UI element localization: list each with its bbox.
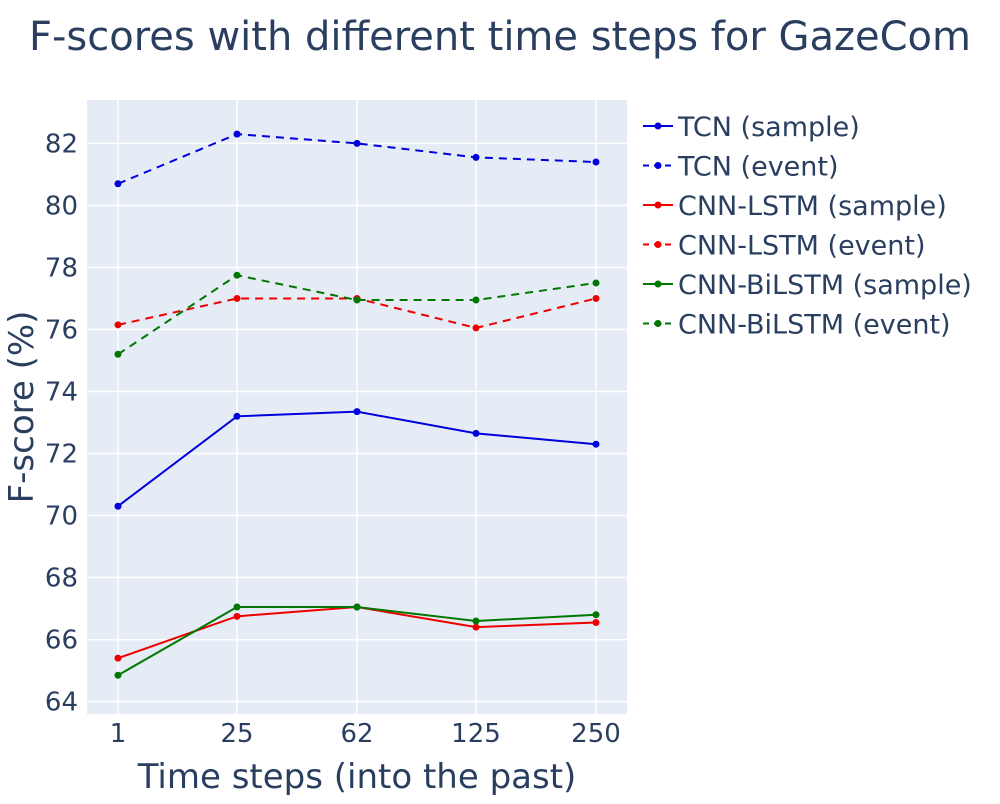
- data-point: [353, 603, 361, 611]
- data-point: [592, 440, 600, 448]
- legend-marker: [654, 241, 662, 248]
- legend-label: TCN (event): [677, 152, 839, 183]
- data-point: [592, 158, 600, 166]
- data-point: [114, 671, 122, 679]
- legend-item: TCN (sample): [643, 112, 860, 143]
- y-tick-label: 82: [45, 129, 78, 159]
- y-tick-label: 76: [45, 315, 78, 345]
- data-point: [592, 294, 600, 302]
- y-axis-title: F-score (%): [2, 311, 42, 504]
- data-point: [114, 180, 122, 188]
- data-point: [472, 429, 480, 437]
- data-point: [472, 324, 480, 332]
- legend-label: CNN-LSTM (sample): [678, 191, 947, 222]
- data-point: [592, 279, 600, 287]
- data-point: [233, 603, 241, 611]
- legend-label: CNN-LSTM (event): [678, 231, 926, 262]
- x-axis-title: Time steps (into the past): [137, 757, 577, 797]
- data-point: [353, 408, 361, 416]
- data-point: [592, 611, 600, 619]
- data-point: [353, 139, 361, 147]
- data-point: [233, 130, 241, 138]
- y-tick-label: 64: [45, 688, 78, 718]
- data-point: [114, 654, 122, 662]
- y-tick-label: 66: [45, 626, 78, 656]
- y-tick-label: 68: [45, 564, 78, 594]
- legend-marker: [654, 280, 662, 288]
- legend-marker: [654, 320, 662, 327]
- series-line: [117, 274, 597, 356]
- series-4: [114, 603, 600, 679]
- series-1: [114, 130, 600, 188]
- data-point: [233, 612, 241, 620]
- data-point: [353, 296, 361, 304]
- legend-item: CNN-LSTM (event): [643, 231, 926, 262]
- data-point: [114, 350, 122, 358]
- chart-title: F-scores with different time steps for G…: [29, 14, 971, 60]
- x-tick-label: 250: [571, 719, 621, 749]
- data-point: [472, 623, 480, 631]
- series-line: [117, 133, 597, 185]
- data-point: [472, 153, 480, 161]
- y-tick-label: 70: [45, 502, 78, 532]
- data-point: [114, 321, 122, 329]
- y-tick-label: 72: [45, 440, 78, 470]
- data-point: [233, 271, 241, 279]
- data-point: [472, 617, 480, 625]
- legend-label: CNN-BiLSTM (sample): [678, 270, 972, 301]
- legend-item: CNN-LSTM (sample): [643, 191, 947, 222]
- legend: TCN (sample) TCN (event) CNN-LSTM (sample)…: [643, 112, 972, 341]
- data-point: [233, 412, 241, 420]
- x-tick-label: 1: [110, 719, 127, 749]
- x-tick-label: 125: [451, 719, 501, 749]
- x-tick-label: 62: [340, 719, 373, 749]
- series-0: [114, 408, 600, 510]
- series-5: [114, 271, 600, 358]
- legend-item: CNN-BiLSTM (sample): [643, 270, 972, 301]
- y-tick-label: 80: [45, 191, 78, 221]
- data-point: [592, 619, 600, 627]
- data-point: [114, 502, 122, 510]
- data-point: [472, 296, 480, 304]
- legend-item: CNN-BiLSTM (event): [643, 310, 951, 341]
- y-tick-label: 78: [45, 253, 78, 283]
- data-point: [233, 294, 241, 302]
- legend-marker: [654, 201, 662, 209]
- legend-label: CNN-BiLSTM (event): [678, 310, 951, 341]
- x-tick-label: 25: [220, 719, 253, 749]
- legend-marker: [654, 162, 662, 169]
- y-tick-label: 74: [45, 377, 78, 407]
- series-layer: [114, 130, 600, 679]
- legend-label: TCN (sample): [677, 112, 860, 143]
- legend-item: TCN (event): [643, 152, 839, 183]
- legend-marker: [654, 122, 662, 130]
